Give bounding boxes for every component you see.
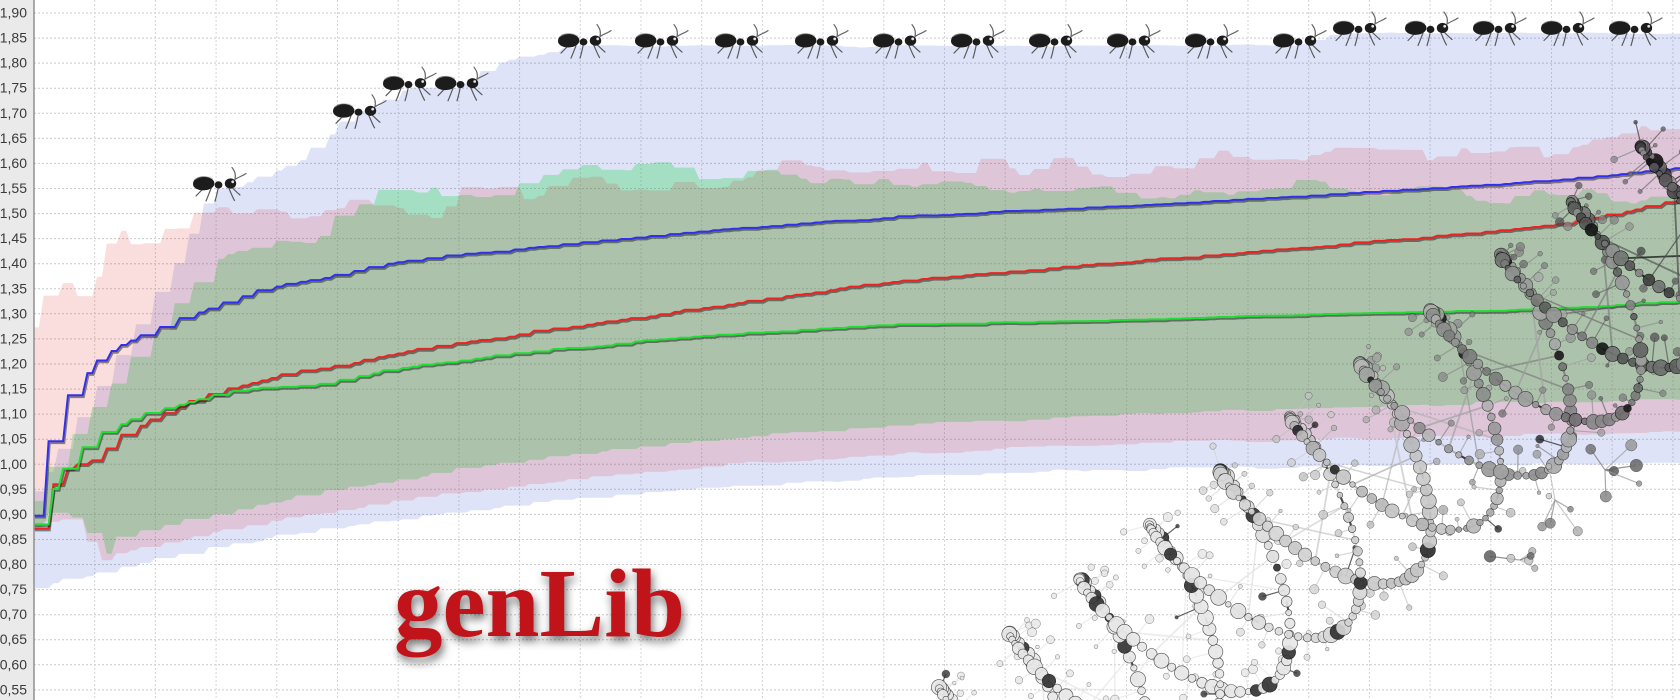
svg-text:0,55: 0,55 (0, 681, 27, 697)
svg-text:0,65: 0,65 (0, 631, 27, 647)
svg-text:1,50: 1,50 (0, 205, 27, 221)
svg-text:0,70: 0,70 (0, 606, 27, 622)
svg-text:1,10: 1,10 (0, 406, 27, 422)
svg-text:1,40: 1,40 (0, 255, 27, 271)
svg-text:0,60: 0,60 (0, 656, 27, 672)
svg-text:1,05: 1,05 (0, 431, 27, 447)
svg-text:0,80: 0,80 (0, 556, 27, 572)
svg-text:1,55: 1,55 (0, 180, 27, 196)
svg-text:1,25: 1,25 (0, 330, 27, 346)
svg-text:1,15: 1,15 (0, 381, 27, 397)
svg-text:1,75: 1,75 (0, 80, 27, 96)
svg-text:1,60: 1,60 (0, 155, 27, 171)
svg-text:0,75: 0,75 (0, 581, 27, 597)
svg-text:1,00: 1,00 (0, 456, 27, 472)
svg-text:1,70: 1,70 (0, 105, 27, 121)
svg-text:0,85: 0,85 (0, 531, 27, 547)
svg-text:1,80: 1,80 (0, 55, 27, 71)
svg-text:1,35: 1,35 (0, 280, 27, 296)
svg-text:1,30: 1,30 (0, 305, 27, 321)
svg-text:1,90: 1,90 (0, 5, 27, 21)
svg-text:0,90: 0,90 (0, 506, 27, 522)
svg-text:1,65: 1,65 (0, 130, 27, 146)
svg-text:0,95: 0,95 (0, 481, 27, 497)
svg-text:1,85: 1,85 (0, 30, 27, 46)
svg-text:1,45: 1,45 (0, 230, 27, 246)
svg-text:1,20: 1,20 (0, 356, 27, 372)
